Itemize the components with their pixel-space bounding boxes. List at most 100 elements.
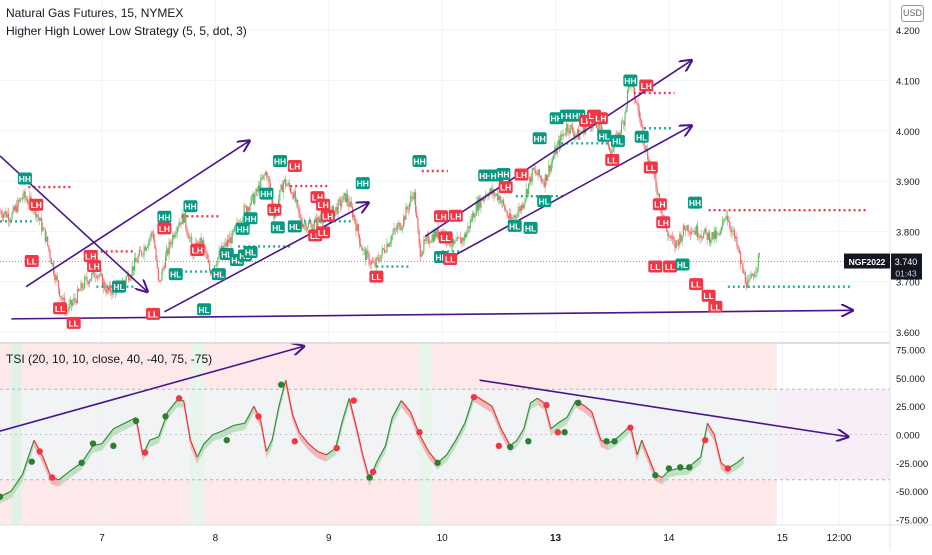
swing-marker-label: HL (113, 282, 124, 292)
tsi-legend[interactable]: TSI (20, 10, 10, close, 40, -40, 75, -75… (6, 352, 213, 366)
tsi-tick-label: -50.000 (896, 487, 928, 498)
swing-marker-box (496, 168, 511, 181)
candle-body (257, 185, 260, 192)
candle-body (263, 174, 265, 176)
candle-body (387, 243, 389, 247)
candle-body (626, 90, 629, 107)
candle-body (264, 172, 267, 175)
candle-body (482, 198, 485, 201)
candle-body (638, 110, 640, 118)
candle-body (669, 235, 671, 238)
swing-marker-label: HH (479, 171, 491, 181)
candle-body (470, 219, 473, 221)
swing-marker-label: HH (572, 111, 584, 121)
candle-body (463, 234, 465, 241)
candle-body (299, 212, 301, 218)
swing-marker-hl: HL (597, 129, 612, 142)
candle-body (5, 211, 7, 218)
strategy-legend[interactable]: Higher High Lower Low Strategy (5, 5, do… (6, 24, 247, 38)
swing-marker-box (168, 268, 183, 281)
currency-badge[interactable]: USD (901, 5, 924, 22)
candle-body (266, 172, 268, 177)
main-chart-title[interactable]: Natural Gas Futures, 15, NYMEX (6, 6, 184, 20)
candle-body (531, 167, 533, 182)
candle-body (635, 99, 637, 103)
candle-body (576, 129, 579, 135)
candle-body (732, 230, 735, 232)
candle-body (176, 227, 179, 232)
candle-body (731, 230, 733, 233)
candle-body (125, 276, 127, 282)
swing-marker-label: HL (539, 197, 550, 207)
time-tick-label: 12:00 (826, 533, 851, 544)
candle-body (611, 151, 613, 154)
candle-body (364, 249, 367, 260)
swing-marker-box (434, 210, 449, 223)
candle-body (478, 197, 480, 211)
candle-body (406, 206, 408, 210)
swing-marker-label: LH (580, 116, 591, 126)
candle-body (720, 227, 723, 232)
tsi-signal-dot-red (701, 436, 709, 444)
swing-marker-lh: LH (652, 198, 667, 211)
candle-body (697, 225, 699, 238)
swing-marker-label: LL (318, 228, 328, 238)
candle-body (9, 220, 11, 221)
candle-body (88, 281, 90, 285)
candle-body (142, 254, 144, 256)
candle-body (135, 258, 137, 262)
candle-body (510, 213, 512, 220)
candle-body (472, 213, 474, 221)
candle-body (692, 231, 694, 233)
candle-body (42, 227, 44, 231)
candle-body (178, 225, 180, 228)
candle-body (86, 276, 88, 282)
candle-body (435, 231, 437, 238)
candle-body (511, 217, 513, 220)
swing-marker-box (412, 154, 427, 167)
candle-body (504, 204, 506, 211)
candle-body (561, 134, 563, 137)
swing-marker-hl: HL (675, 258, 690, 271)
candle-body (222, 245, 224, 250)
candle-body (338, 199, 340, 201)
candle-body (281, 184, 283, 193)
candle-body (154, 239, 156, 249)
candle-body (106, 287, 108, 293)
swing-marker-box (687, 196, 702, 209)
candle-body (337, 200, 339, 214)
tsi-signal-dot-red (48, 474, 56, 481)
candle-body (389, 241, 392, 244)
candle-body (98, 275, 100, 277)
candle-body (206, 254, 208, 260)
candle-body (637, 102, 639, 111)
candle-body (491, 188, 493, 194)
candle-body (474, 215, 476, 218)
swing-marker-box (287, 159, 302, 172)
swing-marker-lh: LH (320, 209, 335, 222)
candle-body (654, 170, 656, 179)
swing-marker-label: LL (691, 280, 701, 290)
candle-body (718, 233, 720, 236)
candle-body (104, 281, 106, 290)
candle-body (434, 231, 436, 242)
swing-marker-hh: HH (259, 187, 274, 200)
candle-body (400, 228, 402, 230)
candle-body (79, 290, 81, 292)
candle-body (494, 194, 496, 196)
candle-body (375, 257, 377, 267)
candle-body (534, 169, 536, 171)
candle-body (68, 304, 70, 311)
candle-body (705, 228, 707, 233)
trend-line-arrow (442, 126, 691, 263)
candle-body (179, 222, 181, 226)
swing-marker-label: HL (289, 222, 300, 232)
candle-body (394, 228, 396, 230)
candle-body (738, 249, 740, 253)
candle-body (759, 252, 761, 255)
swing-marker-label: LL (440, 233, 450, 243)
candle-body (294, 191, 296, 202)
candle-body (579, 133, 581, 140)
candle-body (28, 203, 30, 205)
